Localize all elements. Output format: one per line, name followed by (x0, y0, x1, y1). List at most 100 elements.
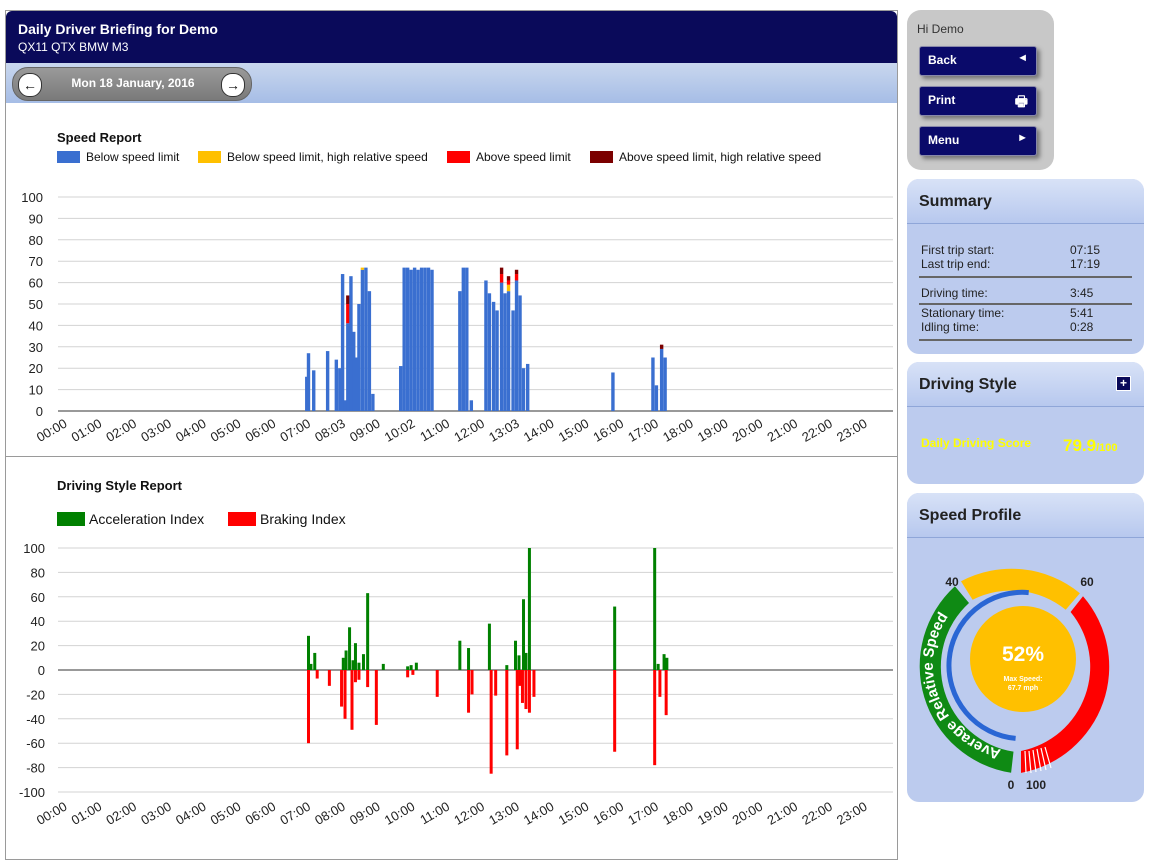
speed-bar (416, 269, 420, 411)
braking-bar (307, 670, 310, 744)
gauge-center-disc (970, 606, 1076, 712)
speed-bar (306, 353, 311, 411)
braking-bar (366, 670, 370, 688)
x-tick-label: 18:00 (660, 799, 696, 828)
x-tick-label: 20:00 (730, 416, 766, 445)
acceleration-bar (351, 660, 355, 670)
summary-value: 0:28 (1070, 320, 1094, 334)
y-tick-label: 0 (38, 663, 45, 678)
speed-bar (402, 267, 406, 411)
speed-bar (663, 357, 667, 411)
acceleration-bar (514, 640, 518, 670)
driving-style-header: Driving Style + (907, 362, 1144, 407)
speed-bar (654, 385, 659, 411)
legend-swatch (57, 151, 80, 163)
speed-bar (659, 348, 664, 411)
print-button[interactable]: Print 🖶 (919, 86, 1037, 116)
speed-bar-segment (514, 274, 519, 281)
arrow-left-icon[interactable]: ← (18, 73, 42, 97)
back-button[interactable]: Back ◄ (919, 46, 1037, 76)
legend-swatch (447, 151, 470, 163)
x-tick-label: 03:00 (138, 416, 174, 445)
y-tick-label: 100 (21, 190, 43, 205)
triangle-right-icon: ► (1017, 132, 1028, 144)
braking-bar (524, 670, 528, 710)
current-date: Mon 18 January, 2016 (71, 76, 195, 90)
speed-bar (349, 276, 353, 411)
acceleration-bar (414, 662, 418, 670)
braking-bar (411, 670, 415, 675)
acceleration-bar (505, 665, 509, 670)
legend-swatch (57, 512, 85, 526)
braking-bar (435, 670, 439, 697)
arrow-right-icon[interactable]: → (221, 73, 245, 97)
x-tick-label: 22:00 (799, 799, 835, 828)
speed-bar (611, 372, 615, 411)
driving-score: 79.9/100 (1063, 436, 1118, 456)
x-tick-label: 19:00 (695, 799, 731, 828)
x-tick-label: 11:00 (417, 416, 452, 445)
speed-bar (487, 293, 492, 411)
speed-bar (511, 310, 515, 411)
x-tick-label: 03:00 (138, 799, 174, 828)
summary-panel: Summary First trip start: 07:15 Last tri… (907, 179, 1144, 354)
x-tick-label: 20:00 (730, 799, 766, 828)
braking-bar (527, 670, 531, 713)
date-navigation-bar: ← Mon 18 January, 2016 → (6, 63, 897, 103)
menu-button[interactable]: Menu ► (919, 126, 1037, 156)
legend-label: Below speed limit (86, 150, 180, 164)
x-tick-label: 12:00 (451, 799, 487, 828)
back-label: Back (928, 53, 957, 67)
summary-label: Idling time: (921, 320, 980, 334)
speed-bar (312, 370, 316, 411)
y-tick-label: 90 (29, 211, 43, 226)
speed-bar (338, 368, 342, 411)
summary-value: 3:45 (1070, 286, 1094, 300)
speed-bar (461, 267, 466, 411)
chart-divider (6, 456, 897, 457)
gauge-green-segment (919, 586, 1014, 773)
x-tick-label: 23:00 (834, 799, 870, 828)
legend-label: Braking Index (260, 511, 346, 527)
speed-bar (484, 280, 488, 411)
speed-bar (352, 331, 356, 411)
summary-label: Last trip end: (921, 257, 991, 271)
x-tick-label: 14:00 (521, 416, 557, 445)
speed-bar (371, 393, 375, 411)
scale-label-0: 0 (1008, 778, 1015, 792)
acceleration-bar (467, 648, 471, 670)
speed-bar (430, 269, 434, 411)
acceleration-bar (341, 657, 345, 670)
y-tick-label: -40 (26, 712, 45, 727)
y-tick-label: 70 (29, 254, 43, 269)
x-tick-label: 11:00 (417, 799, 452, 828)
braking-bar (467, 670, 471, 713)
summary-label: Driving time: (921, 286, 988, 300)
speed-bar (325, 351, 330, 411)
x-tick-label: 01:00 (69, 416, 105, 445)
plus-icon[interactable]: + (1116, 376, 1131, 391)
x-tick-label: 01:00 (69, 799, 105, 828)
x-tick-label: 15:00 (556, 416, 592, 445)
gauge-tick-marks (1024, 746, 1052, 774)
y-tick-label: 100 (23, 541, 45, 556)
gauge-red-segment (1021, 596, 1110, 773)
speed-report-chart: Speed Report Below speed limit Below spee… (21, 130, 893, 445)
acceleration-bar (613, 606, 617, 670)
speed-bar (525, 363, 530, 411)
acceleration-bar (517, 655, 521, 670)
greeting: Hi Demo (917, 22, 964, 36)
x-tick-label: 04:00 (173, 416, 209, 445)
printer-icon: 🖶 (1014, 93, 1028, 109)
vehicle-name: QX11 QTX BMW M3 (18, 40, 129, 54)
acceleration-bar (406, 666, 410, 670)
speed-bar (465, 267, 469, 411)
y-tick-label: 50 (29, 297, 43, 312)
speed-bar (340, 274, 345, 411)
y-tick-label: -80 (26, 761, 45, 776)
y-tick-label: -20 (26, 687, 45, 702)
x-tick-label: 02:00 (103, 799, 139, 828)
summary-header: Summary (907, 179, 1144, 224)
acceleration-bar (458, 640, 462, 670)
speed-bar (346, 323, 350, 411)
